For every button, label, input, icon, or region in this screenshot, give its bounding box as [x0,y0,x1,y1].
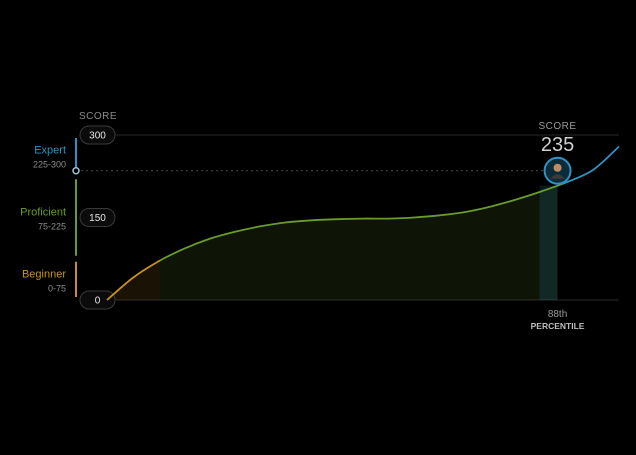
band-range-proficient: 75-225 [38,222,66,232]
y-tick-label: 300 [89,131,106,142]
avatar [550,163,565,179]
y-axis-title: SCORE [79,111,117,122]
band-range-expert: 225-300 [33,160,66,170]
area-fill-beginner [107,260,160,300]
y-tick-label: 150 [89,213,106,224]
user-score-title: SCORE [539,121,577,132]
band-label-proficient: Proficient [20,207,66,219]
area-fill-proficient [160,185,558,300]
y-tick-pill [79,125,116,145]
band-range-beginner: 0-75 [48,283,66,293]
band-label-beginner: Beginner [22,268,66,280]
band-label-expert: Expert [34,145,66,157]
y-tick-label: 0 [95,296,101,307]
percentile-highlight-column [539,185,558,300]
user-percentile-value: 88th [548,309,567,320]
y-tick-pill [79,208,116,227]
user-score-value: 235 [541,134,574,156]
curve-proficient [160,183,562,262]
y-tick-pill [79,290,116,310]
user-percentile-label: PERCENTILE [531,321,585,331]
score-axis-dot [72,167,80,175]
